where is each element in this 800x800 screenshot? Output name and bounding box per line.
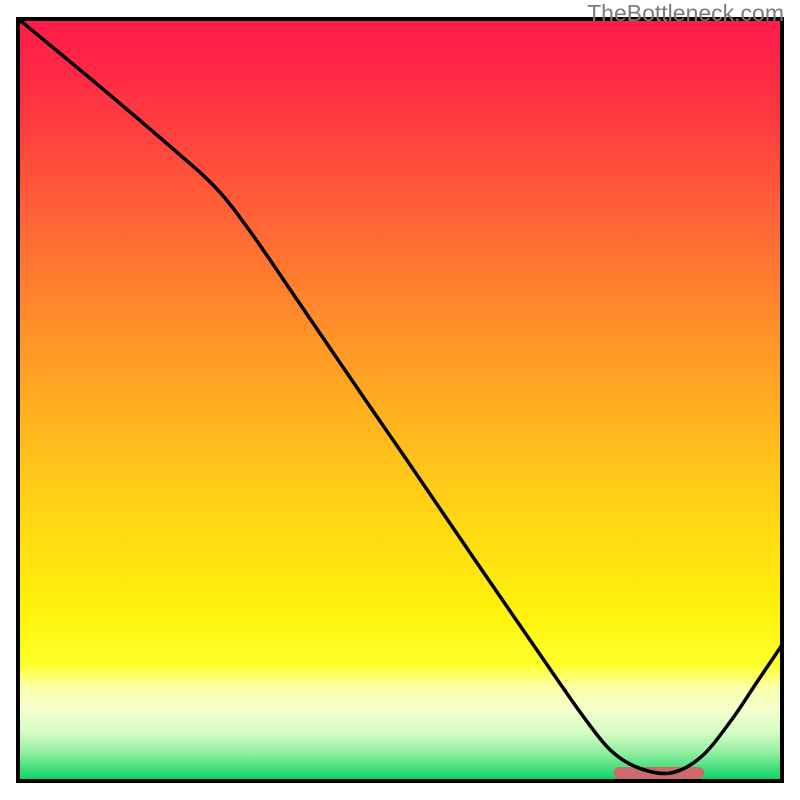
plot-area — [16, 17, 784, 783]
gradient-background — [16, 17, 784, 783]
bottleneck-chart — [0, 0, 800, 800]
watermark-text: TheBottleneck.com — [587, 0, 784, 27]
chart-container: TheBottleneck.com — [0, 0, 800, 800]
